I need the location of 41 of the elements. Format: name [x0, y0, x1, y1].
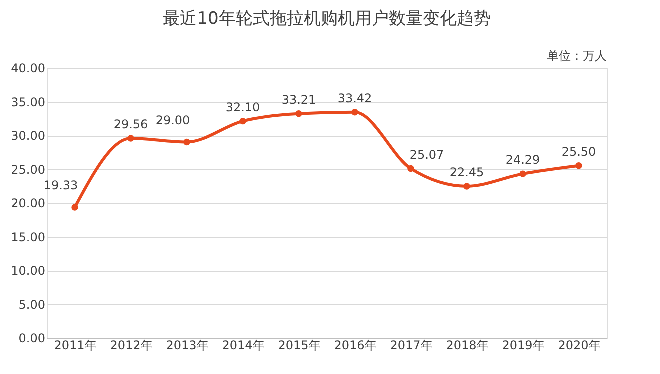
- x-tick-label: 2014年: [222, 338, 265, 352]
- point: [576, 162, 582, 170]
- point: [240, 118, 246, 125]
- point: [72, 204, 78, 211]
- x-tick-label: 2016年: [334, 338, 377, 352]
- x-tick-label: 2017年: [390, 338, 433, 352]
- data-label: 25.07: [410, 148, 444, 162]
- data-label: 33.21: [282, 92, 316, 107]
- y-tick-label: 30.00: [11, 129, 46, 143]
- data-label: 29.00: [156, 113, 190, 128]
- data-label: 29.56: [114, 117, 148, 132]
- x-tick-label: 2020年: [558, 338, 601, 352]
- point: [184, 138, 190, 146]
- data-label: 25.50: [562, 144, 596, 159]
- data-label: 22.45: [450, 165, 484, 180]
- point: [408, 165, 414, 172]
- x-tick-label: 2019年: [502, 338, 545, 352]
- data-label: 32.10: [226, 100, 260, 114]
- data-label: 33.42: [338, 91, 372, 106]
- chart-title: 最近10年轮式拖拉机购机用户数量变化趋势: [163, 9, 491, 29]
- y-tick-label: 35.00: [11, 95, 46, 110]
- point: [352, 109, 358, 116]
- x-tick-label: 2013年: [166, 338, 209, 352]
- y-tick-label: 20.00: [11, 196, 46, 210]
- y-tick-label: 10.00: [11, 264, 46, 278]
- text: 单位：万人: [547, 49, 607, 63]
- y-tick-label: 5.00: [18, 298, 46, 312]
- y-tick-label: 40.00: [11, 62, 46, 76]
- data-label: 19.33: [44, 178, 78, 193]
- point: [464, 183, 470, 190]
- y-tick-label: 25.00: [11, 162, 46, 177]
- y-tick-label: 15.00: [11, 230, 46, 244]
- x-tick-label: 2011年: [54, 338, 97, 352]
- data-label: 24.29: [506, 153, 540, 168]
- y-tick-label: 0.00: [18, 332, 46, 346]
- x-tick-label: 2015年: [278, 338, 321, 352]
- point: [520, 170, 526, 178]
- point: [296, 110, 302, 118]
- x-tick-label: 2012年: [110, 338, 153, 352]
- point: [128, 135, 134, 142]
- x-tick-label: 2018年: [446, 338, 489, 352]
